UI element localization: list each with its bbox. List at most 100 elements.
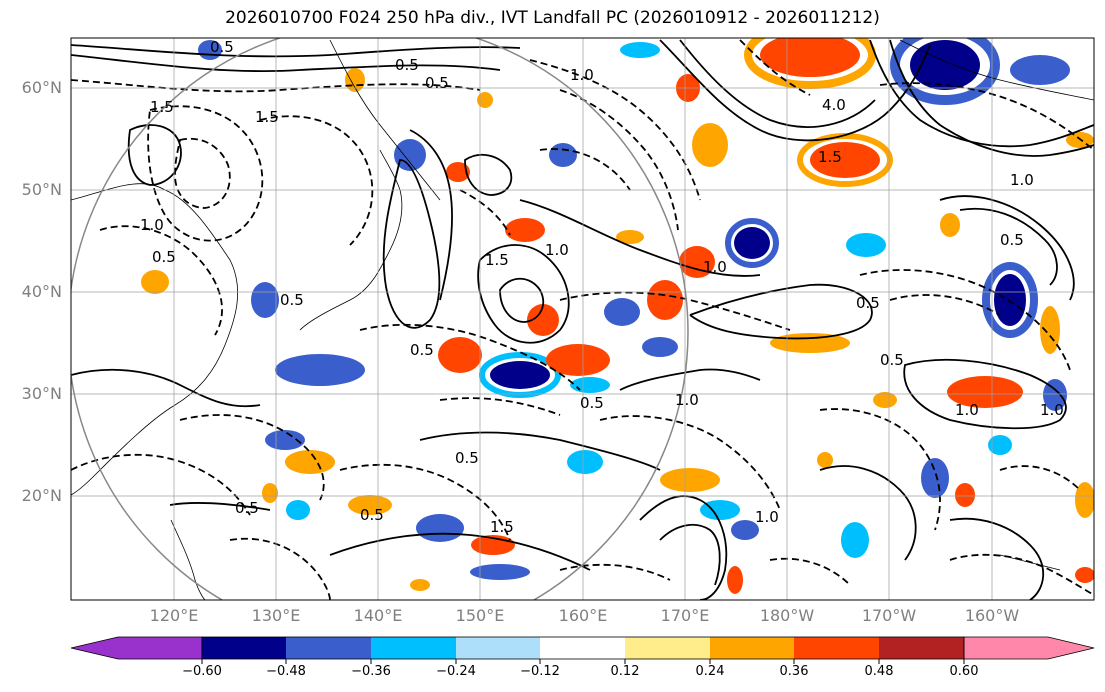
colorbar-segment — [710, 637, 794, 659]
lat-label-60n: 60°N — [21, 78, 62, 97]
shade-negative — [567, 450, 603, 474]
contour-label: 1.0 — [755, 508, 779, 526]
lon-label-150e: 150°E — [455, 606, 505, 625]
contour-line — [959, 207, 1058, 286]
contour-line-dashed — [259, 115, 374, 246]
contour-label: 1.5 — [485, 251, 509, 269]
contour-line-dashed — [539, 148, 631, 191]
contour-line — [329, 532, 591, 571]
shade-negative — [416, 514, 464, 542]
lon-label-170e: 170°E — [660, 606, 710, 625]
colorbar-tick-label: 0.48 — [864, 664, 894, 679]
contour-line-dashed — [949, 553, 1094, 596]
shade-negative — [731, 520, 759, 540]
contour-line — [889, 39, 1094, 157]
contour-label: 0.5 — [280, 291, 304, 309]
colorbar-segment — [286, 637, 371, 659]
shade-negative — [275, 354, 365, 386]
contour-line-dashed — [769, 557, 851, 586]
contour-label: 0.5 — [235, 499, 259, 517]
contour-label: 1.0 — [545, 241, 569, 259]
contour-line — [619, 368, 761, 391]
contour-label: 1.0 — [675, 391, 699, 409]
contour-line-dashed — [147, 105, 264, 242]
shade-negative — [620, 42, 660, 58]
contour-line — [169, 502, 271, 511]
contour-line-dashed — [174, 137, 231, 209]
lat-label-50n: 50°N — [21, 180, 62, 199]
shade-positive — [410, 579, 430, 591]
contour-line-dashed — [529, 59, 701, 201]
colorbar-segment — [879, 637, 964, 659]
contour-line — [464, 153, 513, 196]
contour-label: 0.5 — [580, 394, 604, 412]
contour-label: 0.5 — [395, 56, 419, 74]
colorbar-tick-label: 0.36 — [779, 664, 809, 679]
lat-label-40n: 40°N — [21, 282, 62, 301]
philippines-coastline — [170, 519, 206, 600]
contour-label: 0.5 — [410, 341, 434, 359]
shade-positive — [616, 230, 644, 244]
contour-label: 0.5 — [425, 74, 449, 92]
contour-line-dashed — [889, 294, 1001, 316]
colorbar-upper-extension — [963, 636, 1095, 660]
colorbar-segment — [794, 637, 879, 659]
colorbar-lower-extension — [70, 636, 203, 660]
shade-negative — [734, 227, 770, 259]
shade-positive — [285, 450, 335, 474]
reference-circle — [71, 38, 689, 600]
contour-line-dashed — [599, 415, 781, 511]
contour-line-dashed — [859, 269, 1071, 371]
asia-coastline — [71, 183, 238, 496]
shade-positive — [660, 468, 720, 492]
contour-line — [639, 495, 728, 600]
contour-label: 0.5 — [856, 294, 880, 312]
shade-positive — [1075, 482, 1094, 518]
contour-label: 0.5 — [210, 38, 234, 56]
map-frame-border — [70, 37, 1095, 601]
contour-label: 0.5 — [360, 506, 384, 524]
colorbar-segment — [371, 637, 456, 659]
shade-positive — [348, 495, 392, 515]
shade-positive — [647, 280, 683, 320]
shade-positive — [1040, 306, 1060, 354]
gridlines — [71, 38, 1094, 600]
contour-line — [419, 431, 661, 471]
colorbar-tick-label: −0.60 — [182, 664, 222, 679]
contour-line-dashed — [819, 408, 941, 531]
contour-line-dashed — [359, 323, 581, 391]
colorbar-tick-label: −0.12 — [520, 664, 560, 679]
shade-negative — [470, 564, 530, 580]
shade-negative — [394, 139, 426, 171]
colorbar-segment — [625, 637, 710, 659]
shade-negative — [286, 500, 310, 520]
shade-negative — [549, 143, 577, 167]
lon-label-160e: 160°E — [558, 606, 608, 625]
contour-line-dashed — [439, 397, 561, 416]
contour-line-dashed — [71, 79, 481, 93]
shade-positive — [505, 218, 545, 242]
contour-line — [519, 199, 761, 277]
shade-negative — [479, 352, 561, 398]
shade-negative — [921, 458, 949, 498]
contour-label: 1.5 — [490, 518, 514, 536]
contour-label: 1.0 — [1040, 401, 1064, 419]
contour-label: 1.5 — [818, 148, 842, 166]
shade-positive — [817, 452, 833, 468]
shade-negative — [604, 298, 640, 326]
colorbar-segment — [202, 637, 286, 659]
shade-negative — [1010, 55, 1070, 85]
colorbar — [70, 636, 1095, 664]
lon-label-130e: 130°E — [251, 606, 301, 625]
shade-negative — [265, 430, 305, 450]
shade-positive — [446, 162, 470, 182]
lon-label-170w: 170°W — [861, 606, 917, 625]
contour-line-dashed — [879, 82, 1094, 151]
contour-line-dashed — [559, 291, 791, 331]
shade-positive — [760, 38, 860, 77]
shade-positive — [546, 344, 610, 376]
shade-positive — [438, 337, 482, 373]
contour-solid-layer — [71, 39, 1094, 600]
colorbar-segment — [540, 637, 625, 659]
contour-label: 1.0 — [703, 258, 727, 276]
